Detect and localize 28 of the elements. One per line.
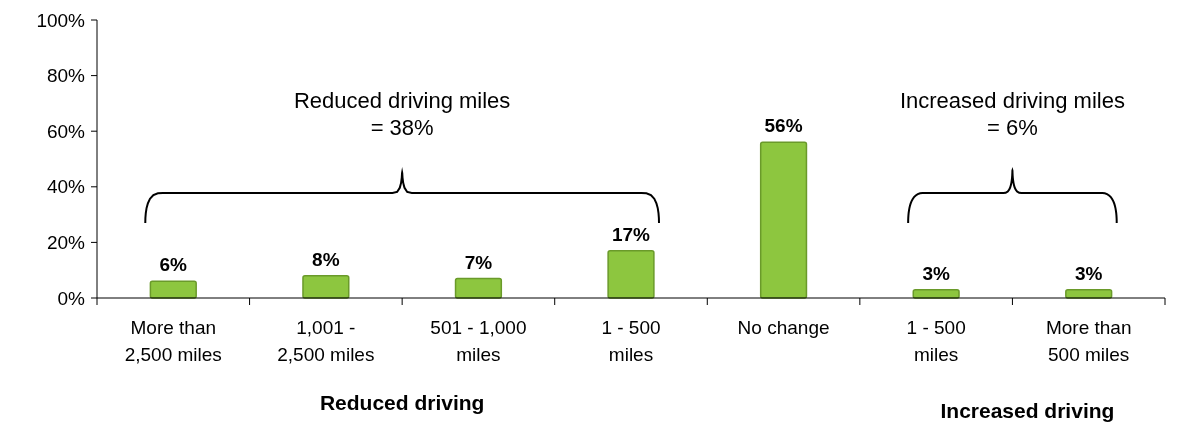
- y-tick-label: 80%: [46, 65, 86, 87]
- x-tick-label: No change: [737, 317, 830, 338]
- data-label: 17%: [611, 223, 651, 245]
- data-label: 3%: [922, 262, 950, 284]
- annotation: Increased driving miles = 6%: [899, 88, 1125, 140]
- annotation: Reduced driving miles = 38%: [293, 88, 511, 140]
- bar: [607, 249, 655, 299]
- y-tick-label: 40%: [46, 176, 86, 198]
- text: Reduced driving: [319, 391, 485, 414]
- y-tick-label: 20%: [46, 232, 86, 254]
- bar: [302, 275, 350, 299]
- data-label: 56%: [764, 115, 803, 137]
- x-tick-label: 1 - 500 miles: [601, 317, 661, 365]
- y-tick-label: 100%: [36, 9, 86, 31]
- x-tick-label: 501 - 1,000 miles: [430, 317, 527, 365]
- bar: [759, 141, 808, 299]
- data-label: 7%: [464, 251, 493, 273]
- y-tick-label: 0%: [57, 287, 86, 309]
- data-label: 6%: [159, 254, 188, 276]
- bar: [454, 277, 503, 299]
- data-label: 8%: [312, 248, 340, 270]
- y-tick-label: 60%: [46, 120, 86, 142]
- data-label: 3%: [1074, 262, 1103, 284]
- text: Increased driving: [940, 399, 1115, 422]
- x-tick-label: 1 - 500 miles: [906, 317, 966, 365]
- x-tick-label: More than 2,500 miles: [124, 317, 222, 365]
- x-tick-label: 1,001 - 2,500 miles: [277, 317, 375, 365]
- x-tick-label: More than 500 miles: [1045, 317, 1132, 365]
